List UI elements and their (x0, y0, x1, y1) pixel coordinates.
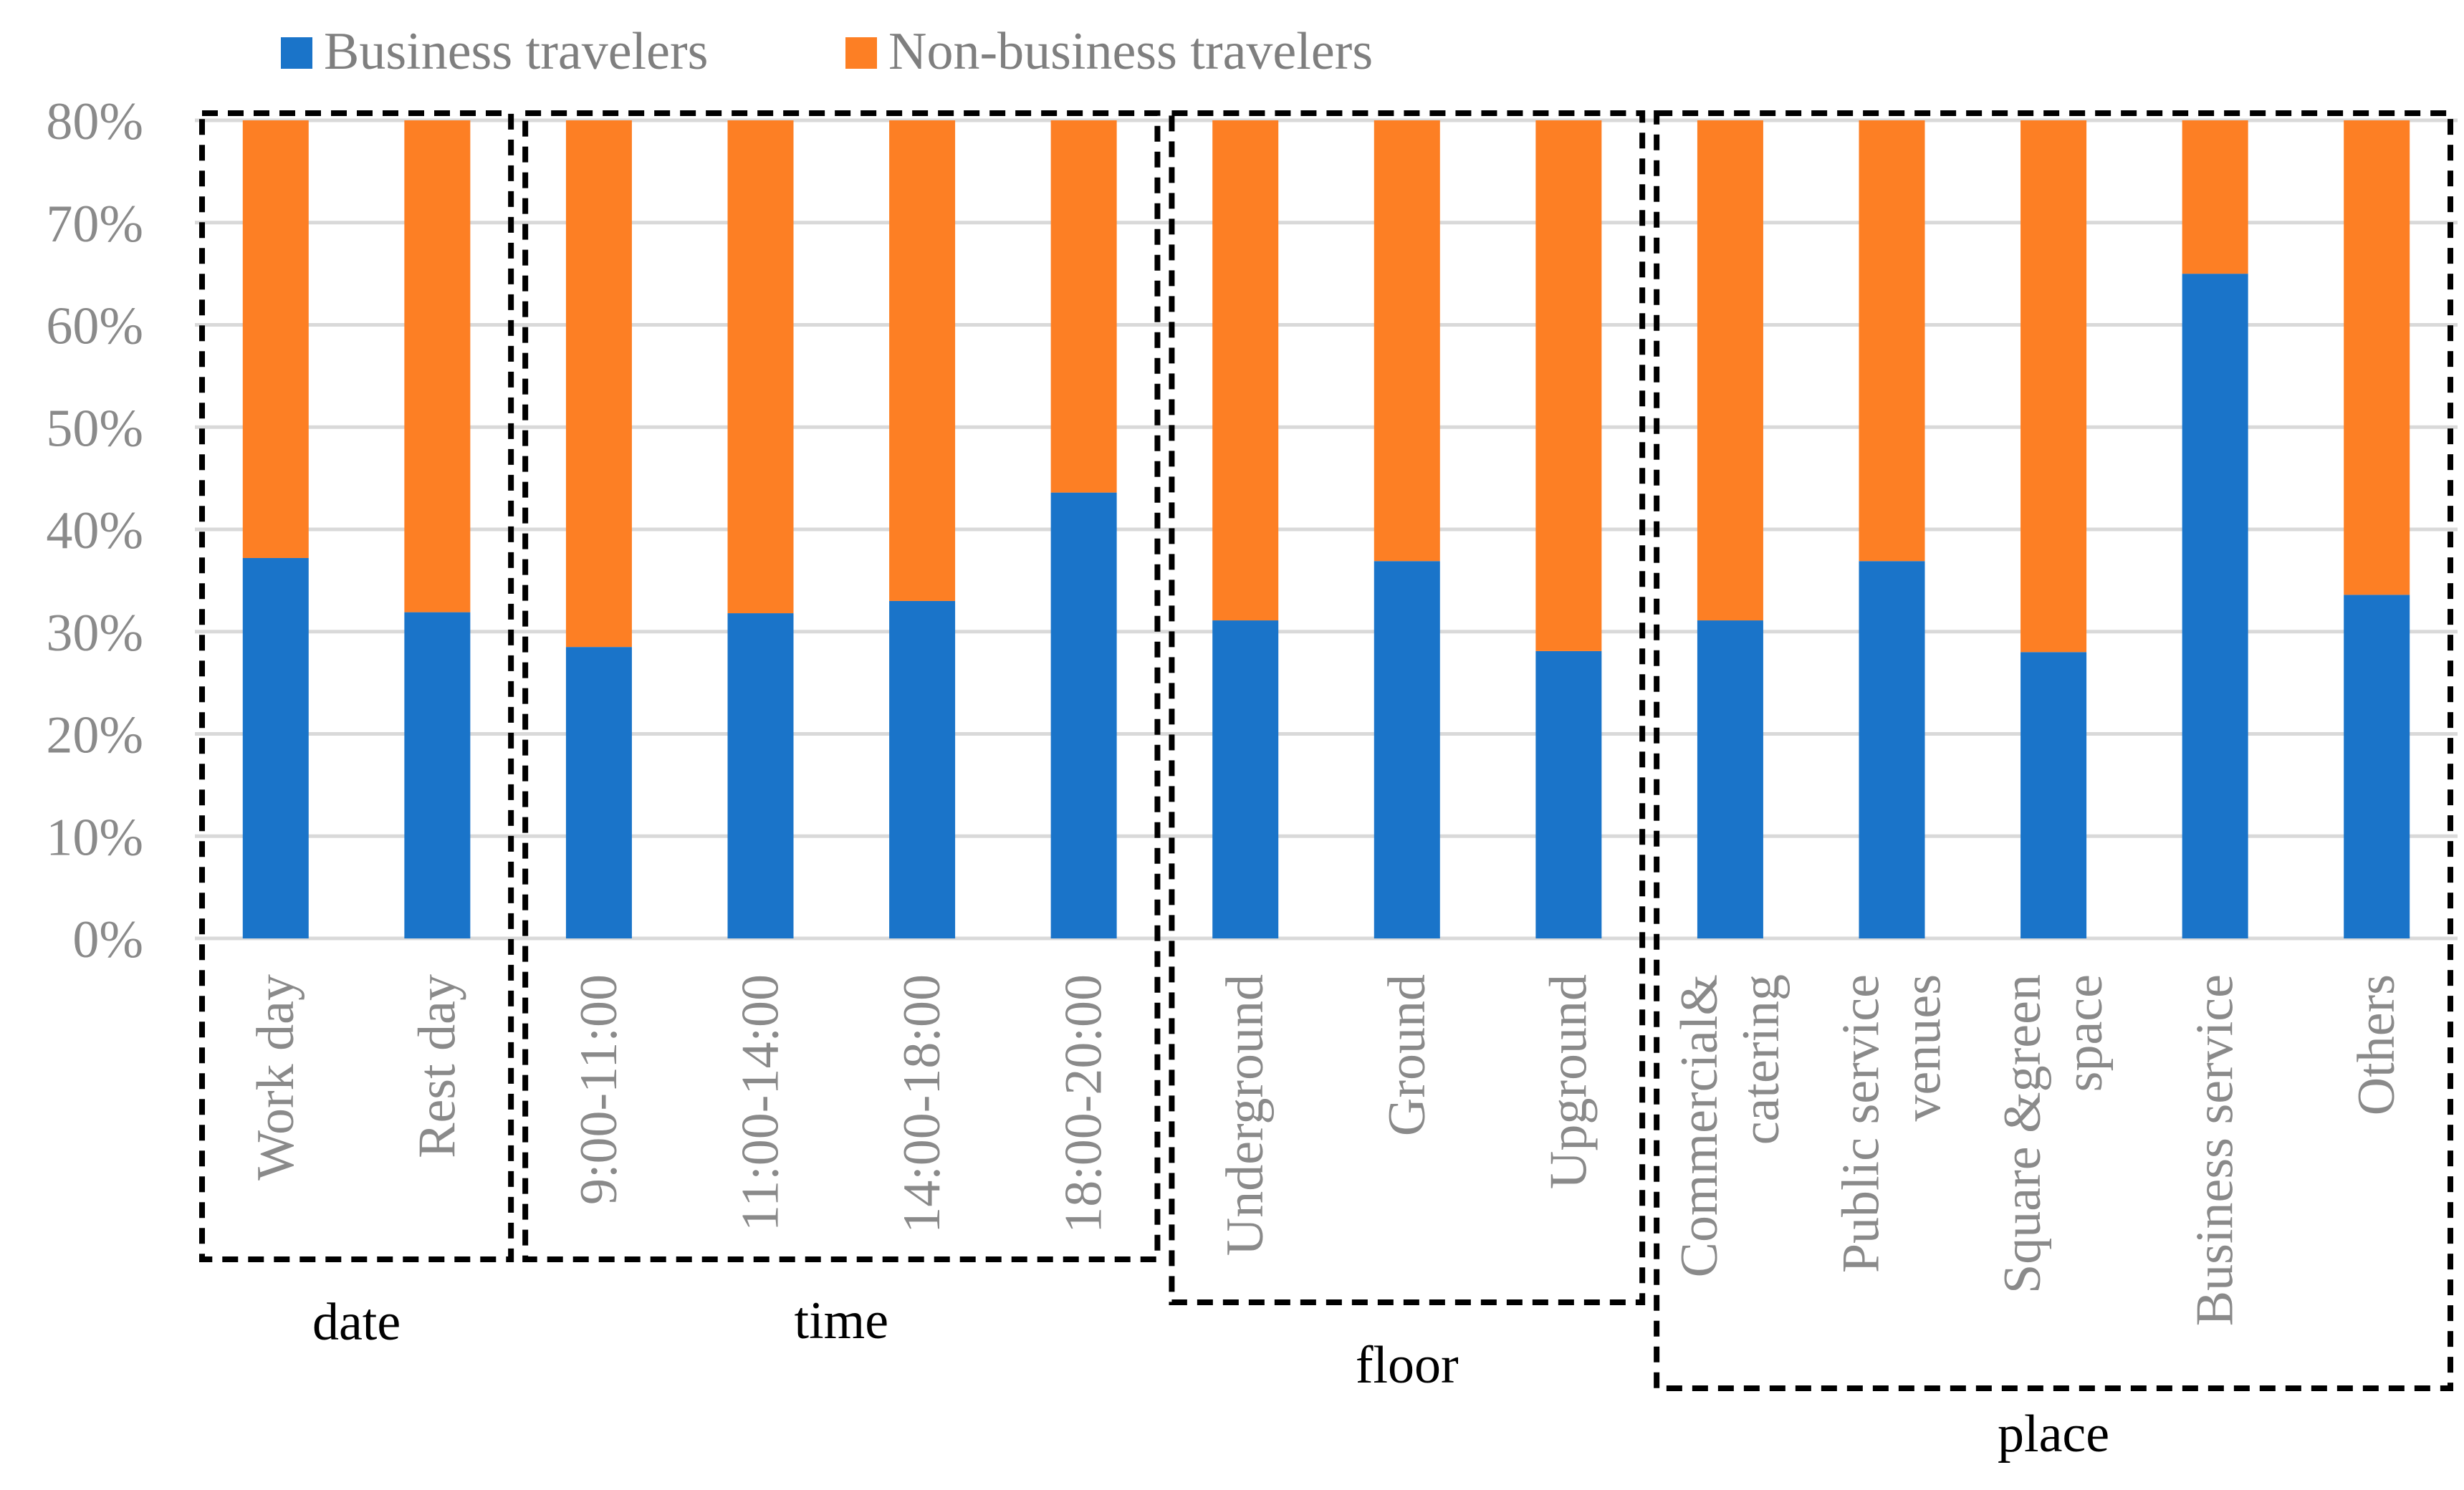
bar-business (565, 647, 632, 938)
group-label-floor: floor (1356, 1336, 1459, 1395)
x-category-label: Business service (2186, 974, 2245, 1326)
legend-swatch-business (281, 37, 312, 69)
y-tick-label: 60% (46, 297, 143, 356)
bar-non-business (1212, 120, 1279, 621)
group-box-date (199, 110, 514, 1262)
x-category-label: Commercial& (1670, 974, 1729, 1277)
y-tick-label: 70% (46, 195, 143, 254)
x-category-label: venues (1894, 974, 1952, 1122)
bar-non-business (727, 120, 794, 614)
x-category-label: Public service (1832, 974, 1891, 1273)
y-axis: 0% 10% 20% 30% 40% 50% 60% 70% 80% (46, 92, 143, 969)
bar-non-business (2182, 120, 2248, 274)
x-category-label: Underground (1216, 974, 1275, 1256)
bar-non-business (2344, 120, 2410, 595)
y-tick-label: 80% (46, 92, 143, 151)
legend: Business travelers Non-business traveler… (281, 22, 1373, 81)
bar-non-business (1050, 120, 1117, 493)
x-category-label: 18:00-20:00 (1055, 974, 1113, 1234)
y-tick-label: 30% (46, 604, 143, 663)
x-axis-labels: Work day Rest day 9:00-11:00 11:00-14:00 14:… (246, 974, 2406, 1326)
bar-non-business (889, 120, 956, 601)
group-label-date: date (312, 1293, 401, 1352)
x-category-label: 14:00-18:00 (893, 974, 951, 1234)
x-category-label: Rest day (408, 974, 466, 1158)
x-category-label: space (2055, 974, 2114, 1092)
bar-business (727, 613, 794, 938)
x-category-label: 9:00-11:00 (570, 974, 628, 1205)
bar-business (1697, 620, 1763, 938)
y-tick-label: 10% (46, 808, 143, 867)
group-label-place: place (1998, 1405, 2109, 1463)
bar-non-business (404, 120, 471, 612)
x-category-label: Upground (1539, 974, 1598, 1189)
bar-business (1212, 620, 1279, 938)
group-label-time: time (795, 1292, 889, 1350)
x-category-label: Others (2347, 974, 2406, 1115)
group-boxes: date time floor place (199, 110, 2453, 1463)
bar-non-business (2020, 120, 2087, 653)
x-category-label: Square &green (1993, 974, 2052, 1294)
bar-business (1374, 561, 1440, 938)
bar-non-business (1535, 120, 1602, 651)
x-category-label: 11:00-14:00 (732, 974, 790, 1231)
legend-label-business: Business travelers (324, 22, 708, 81)
bar-non-business (1374, 120, 1440, 562)
y-tick-label: 40% (46, 501, 143, 560)
group-box-floor (1169, 110, 1646, 1305)
y-tick-label: 0% (72, 910, 143, 969)
bar-non-business (242, 120, 309, 558)
group-box-place (1654, 110, 2453, 1391)
bar-business (1535, 650, 1602, 938)
bar-business (404, 612, 471, 938)
bars (242, 120, 2410, 938)
bar-business (1859, 561, 1925, 938)
legend-label-non-business: Non-business travelers (888, 22, 1373, 81)
bar-non-business (565, 120, 632, 648)
y-tick-label: 20% (46, 706, 143, 765)
gridlines (195, 118, 2458, 941)
legend-swatch-non-business (845, 37, 877, 69)
bar-business (2344, 595, 2410, 938)
bar-business (2020, 652, 2087, 938)
bar-business (889, 600, 956, 938)
bar-business (2182, 274, 2248, 938)
bar-business (242, 557, 309, 938)
group-box-time (522, 110, 1161, 1262)
x-category-label: Ground (1378, 974, 1437, 1136)
bar-non-business (1697, 120, 1763, 621)
bar-non-business (1859, 120, 1925, 562)
bar-business (1050, 492, 1117, 938)
x-category-label: Work day (246, 974, 305, 1181)
x-category-label: catering (1732, 974, 1791, 1145)
y-tick-label: 50% (46, 399, 143, 458)
